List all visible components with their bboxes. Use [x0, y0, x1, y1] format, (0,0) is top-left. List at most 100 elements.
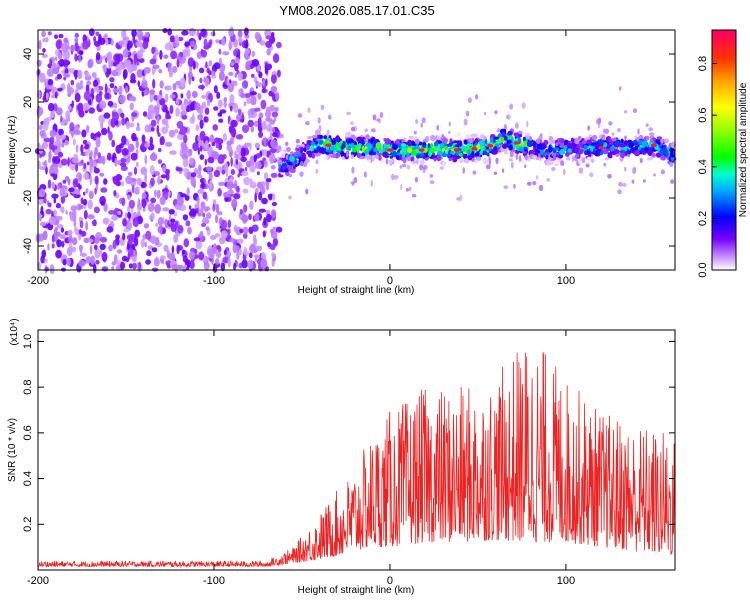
- noise-point: [142, 207, 146, 212]
- signal-point: [548, 146, 553, 153]
- signal-point: [621, 153, 625, 159]
- noise-point: [142, 111, 148, 117]
- noise-point: [71, 209, 77, 219]
- signal-point: [578, 148, 584, 154]
- noise-point: [39, 130, 46, 137]
- noise-point: [91, 220, 97, 226]
- noise-point: [73, 226, 79, 233]
- signal-point: [303, 147, 307, 153]
- noise-point: [78, 172, 82, 183]
- noise-point: [144, 241, 147, 248]
- noise-point: [125, 175, 133, 185]
- signal-spread-point: [648, 127, 654, 132]
- signal-spread-point: [618, 181, 623, 187]
- noise-point: [187, 226, 192, 235]
- noise-point: [203, 116, 208, 123]
- signal-spread-point: [420, 122, 423, 128]
- signal-point: [545, 160, 551, 166]
- noise-point: [213, 62, 221, 70]
- signal-peak: [471, 146, 478, 151]
- signal-point: [620, 138, 624, 144]
- noise-point: [189, 157, 194, 166]
- noise-point: [177, 224, 184, 234]
- noise-point: [132, 262, 137, 270]
- noise-point: [185, 171, 193, 180]
- noise-point: [121, 197, 126, 207]
- noise-point: [215, 203, 220, 213]
- signal-point: [598, 140, 604, 145]
- noise-point: [113, 102, 118, 109]
- noise-point: [136, 177, 142, 186]
- signal-spread-point: [415, 119, 419, 124]
- noise-point: [211, 74, 217, 79]
- signal-spread-point: [633, 108, 637, 114]
- signal-point: [501, 131, 506, 138]
- signal-spread-point: [632, 167, 637, 174]
- noise-point: [131, 112, 138, 117]
- noise-point: [276, 41, 282, 49]
- noise-point: [68, 235, 73, 243]
- noise-point: [82, 40, 89, 50]
- signal-point: [301, 152, 306, 159]
- signal-spread-point: [548, 139, 554, 145]
- signal-point: [519, 142, 526, 146]
- noise-point: [187, 126, 190, 135]
- noise-point: [215, 143, 220, 149]
- y-tick-label: 0.8: [22, 379, 34, 394]
- signal-spread-point: [493, 171, 498, 175]
- noise-point: [179, 51, 184, 58]
- noise-point: [240, 147, 246, 158]
- noise-point: [266, 48, 272, 56]
- signal-point: [416, 148, 420, 153]
- noise-point: [108, 210, 116, 215]
- signal-point: [337, 141, 342, 148]
- signal-point: [429, 148, 436, 153]
- noise-point: [173, 212, 178, 217]
- noise-point: [198, 84, 205, 90]
- signal-spread-point: [552, 139, 556, 144]
- signal-point: [401, 139, 405, 144]
- signal-point: [300, 160, 304, 167]
- noise-point: [120, 162, 127, 168]
- noise-point: [212, 124, 219, 131]
- noise-point: [108, 244, 113, 252]
- noise-point: [94, 132, 102, 137]
- signal-point: [407, 147, 412, 153]
- noise-point: [182, 158, 189, 168]
- signal-point: [480, 134, 485, 139]
- noise-point: [144, 124, 151, 133]
- signal-point: [608, 139, 612, 143]
- noise-point: [105, 72, 110, 78]
- signal-point: [603, 142, 608, 148]
- signal-point: [529, 136, 532, 142]
- signal-point: [648, 132, 655, 136]
- noise-point: [253, 254, 260, 259]
- signal-spread-point: [495, 157, 499, 165]
- colorbar: 0.0 0.2 0.4 0.6 0.8 Normalized spectral ampl…: [697, 29, 749, 278]
- noise-point: [150, 235, 157, 245]
- noise-point: [87, 214, 95, 220]
- signal-point: [474, 152, 480, 157]
- signal-spread-point: [485, 164, 491, 170]
- noise-point: [41, 141, 49, 149]
- signal-spread-point: [616, 127, 621, 133]
- noise-point: [140, 238, 145, 248]
- noise-point: [195, 124, 200, 132]
- noise-point: [122, 68, 128, 79]
- noise-point: [83, 90, 91, 101]
- noise-point: [120, 112, 125, 119]
- noise-point: [196, 51, 203, 59]
- noise-point: [171, 245, 175, 254]
- signal-spread-point: [277, 145, 282, 153]
- noise-point: [140, 182, 147, 189]
- signal-spread-point: [521, 102, 526, 109]
- noise-point: [251, 224, 259, 232]
- noise-point: [212, 203, 216, 212]
- noise-point: [86, 125, 90, 133]
- noise-point: [247, 119, 254, 128]
- snr-frame: [37, 329, 676, 571]
- snr-panel: -200 -100 0 100 0.2 0.4 0.6 0.8 1.0 Height of s…: [7, 318, 676, 596]
- noise-point: [269, 155, 274, 164]
- signal-spread-point: [462, 167, 466, 174]
- noise-point: [168, 69, 173, 78]
